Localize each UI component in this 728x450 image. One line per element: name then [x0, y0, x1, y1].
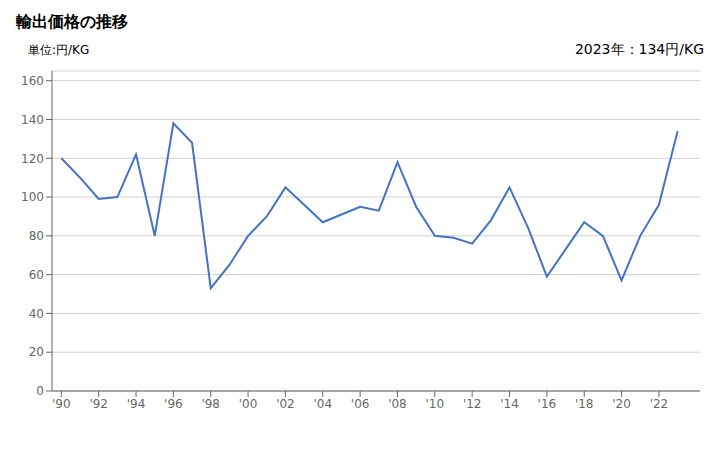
- svg-text:120: 120: [21, 152, 44, 166]
- svg-text:'16: '16: [538, 397, 557, 411]
- svg-text:'02: '02: [276, 397, 295, 411]
- svg-text:'98: '98: [201, 397, 220, 411]
- svg-text:'10: '10: [426, 397, 445, 411]
- svg-text:60: 60: [29, 268, 44, 282]
- svg-text:'06: '06: [351, 397, 370, 411]
- svg-text:'04: '04: [313, 397, 332, 411]
- svg-text:40: 40: [29, 307, 44, 321]
- svg-text:100: 100: [21, 190, 44, 204]
- svg-text:140: 140: [21, 113, 44, 127]
- svg-text:'18: '18: [575, 397, 594, 411]
- svg-text:'92: '92: [89, 397, 108, 411]
- svg-text:'96: '96: [164, 397, 183, 411]
- html-text:2023年：134円/KG: 2023年：134円/KG: [574, 41, 704, 57]
- svg-text:'90: '90: [52, 397, 71, 411]
- svg-text:0: 0: [36, 384, 44, 398]
- svg-text:'00: '00: [239, 397, 258, 411]
- svg-text:'14: '14: [500, 397, 519, 411]
- svg-text:20: 20: [29, 345, 44, 359]
- svg-text:'94: '94: [127, 397, 146, 411]
- html-text:輸出価格の推移: 輸出価格の推移: [16, 12, 128, 31]
- svg-text:80: 80: [29, 229, 44, 243]
- svg-text:'20: '20: [612, 397, 631, 411]
- svg-text:160: 160: [21, 74, 44, 88]
- svg-text:'08: '08: [388, 397, 407, 411]
- svg-text:'22: '22: [650, 397, 669, 411]
- svg-text:'12: '12: [463, 397, 482, 411]
- html-text:単位:円/KG: 単位:円/KG: [28, 43, 90, 57]
